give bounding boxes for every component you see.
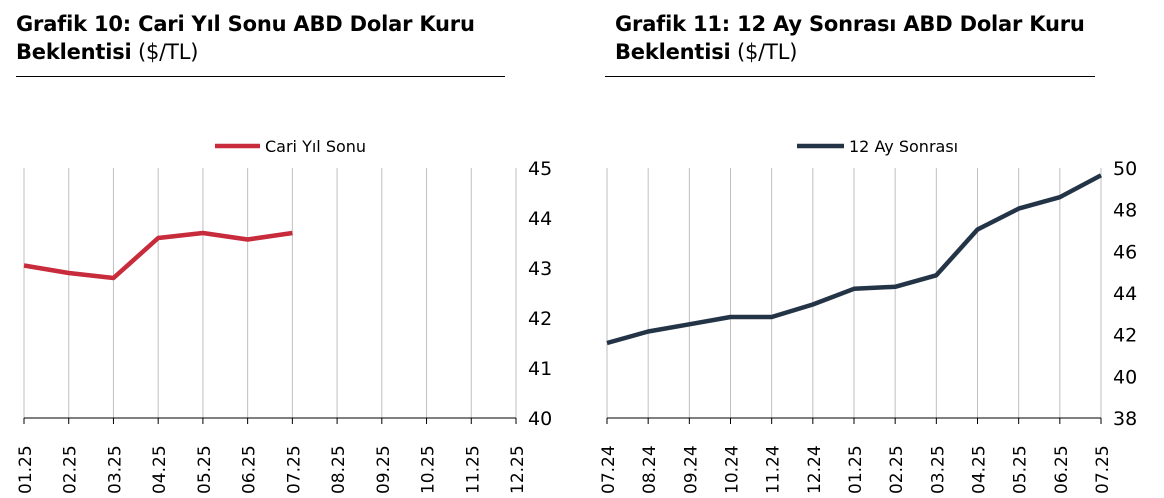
left-title-line2: Beklentisi — [16, 40, 132, 64]
right-x-tick-label: 07.25 — [1093, 445, 1113, 494]
right-chart-title: Grafik 11: 12 Ay Sonrası ABD Dolar Kuru … — [615, 10, 1085, 66]
left-y-tick-label: 45 — [528, 158, 552, 180]
left-title-rule — [16, 76, 505, 77]
right-y-tick-label: 38 — [1113, 408, 1137, 430]
left-x-tick-label: 06.25 — [240, 445, 260, 494]
left-series-line — [23, 230, 293, 281]
left-x-tick-label: 04.25 — [150, 445, 170, 494]
right-x-tick-label: 08.24 — [640, 445, 660, 494]
right-x-tick-label: 06.25 — [1052, 445, 1072, 494]
right-x-tick-label: 09.24 — [681, 445, 701, 494]
left-x-tick-label: 01.25 — [16, 445, 36, 494]
left-y-tick-label: 40 — [528, 408, 552, 430]
right-x-tick-label: 11.24 — [764, 445, 784, 494]
right-x-tick-label: 07.24 — [599, 445, 619, 494]
right-legend-label: 12 Ay Sonrası — [849, 137, 958, 156]
left-x-tick-label: 12.25 — [508, 445, 528, 494]
left-y-tick-label: 44 — [528, 208, 552, 230]
left-x-tick-label: 10.25 — [419, 445, 439, 494]
left-y-tick-label: 43 — [528, 258, 552, 280]
left-x-tick-label: 07.25 — [284, 445, 304, 494]
right-x-tick-label: 12.24 — [805, 445, 825, 494]
right-y-tick-label: 48 — [1113, 200, 1137, 222]
left-x-tick-label: 08.25 — [329, 445, 349, 494]
right-x-tick-label: 02.25 — [887, 445, 907, 494]
right-title-line1: Grafik 11: 12 Ay Sonrası ABD Dolar Kuru — [615, 12, 1085, 36]
left-x-tick-label: 03.25 — [105, 445, 125, 494]
right-x-tick-label: 04.25 — [970, 445, 990, 494]
left-x-tick-label: 11.25 — [463, 445, 483, 494]
right-x-tick-label: 01.25 — [846, 445, 866, 494]
right-x-tick-label: 10.24 — [723, 445, 743, 494]
left-legend-label: Cari Yıl Sonu — [265, 137, 366, 156]
left-x-tick-label: 02.25 — [61, 445, 81, 494]
left-x-tick-label: 09.25 — [374, 445, 394, 494]
right-x-tick-label: 05.25 — [1011, 445, 1031, 494]
left-x-tick-label: 05.25 — [195, 445, 215, 494]
left-y-tick-label: 42 — [528, 308, 552, 330]
left-y-tick-label: 41 — [528, 358, 552, 380]
right-y-tick-label: 44 — [1113, 283, 1137, 305]
left-chart-title: Grafik 10: Cari Yıl Sonu ABD Dolar Kuru … — [16, 10, 475, 66]
right-y-tick-label: 40 — [1113, 366, 1137, 388]
right-y-tick-label: 46 — [1113, 241, 1137, 263]
right-title-rule — [605, 76, 1095, 77]
right-y-tick-label: 42 — [1113, 325, 1137, 347]
left-title-line1: Grafik 10: Cari Yıl Sonu ABD Dolar Kuru — [16, 12, 475, 36]
right-y-tick-label: 50 — [1113, 158, 1137, 180]
right-title-unit: ($/TL) — [737, 40, 798, 64]
right-title-line2: Beklentisi — [615, 40, 731, 64]
right-series-line — [606, 173, 1103, 346]
right-x-tick-label: 03.25 — [928, 445, 948, 494]
left-title-unit: ($/TL) — [138, 40, 199, 64]
